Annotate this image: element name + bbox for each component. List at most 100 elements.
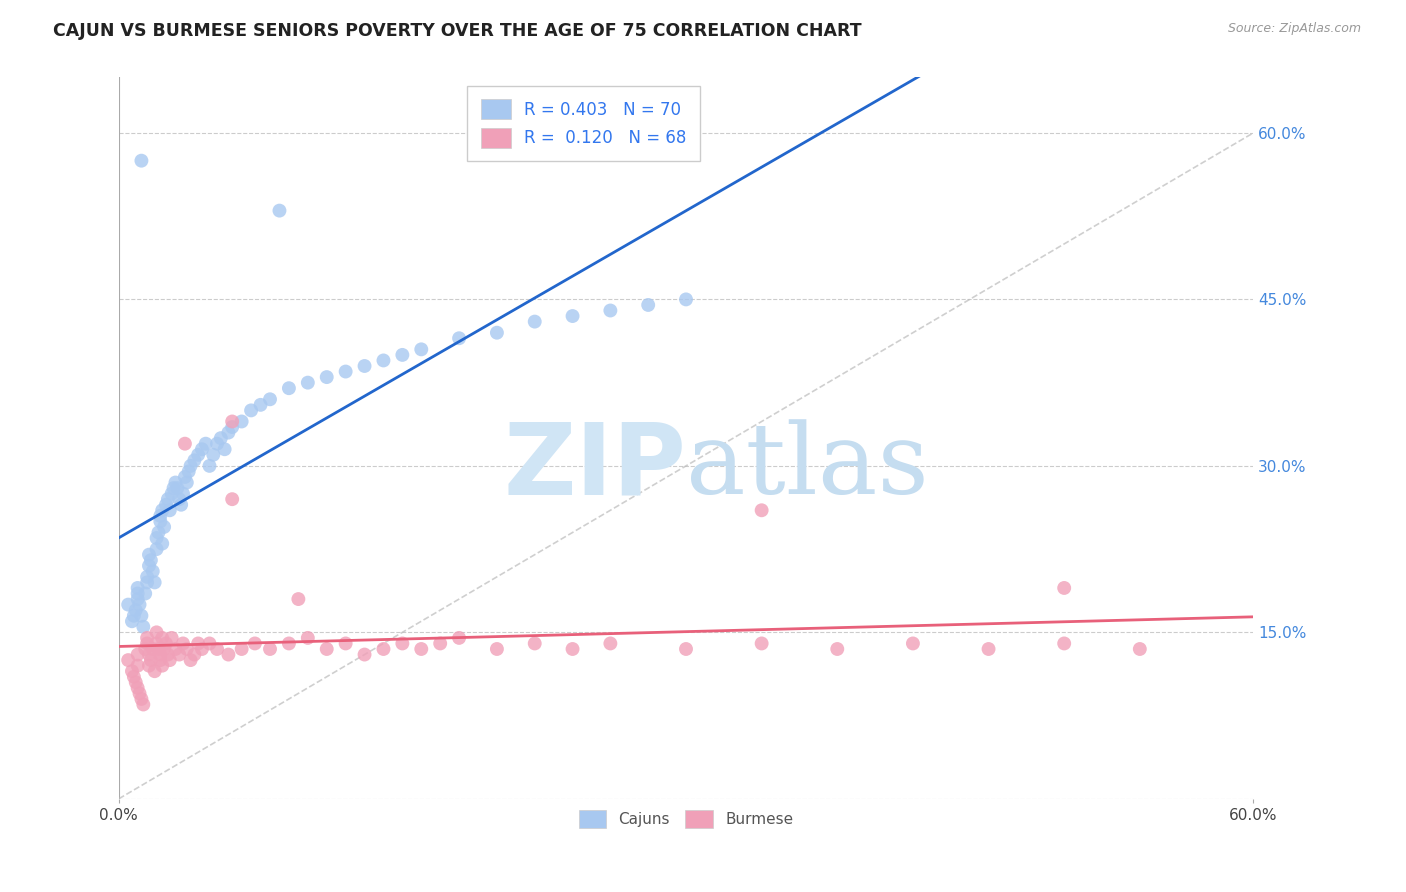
Point	[139, 553, 162, 567]
Point	[194, 436, 217, 450]
Text: ZIP: ZIP	[503, 418, 686, 516]
Point	[449, 631, 471, 645]
Point	[121, 614, 143, 628]
Point	[209, 431, 232, 445]
Point	[198, 458, 221, 473]
Point	[599, 636, 621, 650]
Point	[353, 648, 375, 662]
Point	[391, 636, 413, 650]
Point	[183, 648, 205, 662]
Point	[136, 636, 159, 650]
Point	[1053, 636, 1076, 650]
Point	[127, 658, 149, 673]
Point	[485, 326, 508, 340]
Point	[277, 636, 299, 650]
Point	[145, 542, 167, 557]
Point	[751, 503, 773, 517]
Point	[315, 642, 337, 657]
Point	[277, 381, 299, 395]
Point	[901, 636, 924, 650]
Point	[128, 598, 150, 612]
Point	[131, 153, 153, 168]
Point	[187, 448, 209, 462]
Point	[180, 458, 202, 473]
Point	[125, 675, 148, 690]
Point	[429, 636, 451, 650]
Point	[751, 636, 773, 650]
Point	[136, 631, 159, 645]
Point	[202, 448, 225, 462]
Point	[148, 642, 170, 657]
Point	[159, 503, 181, 517]
Point	[145, 531, 167, 545]
Point	[170, 498, 193, 512]
Point	[249, 398, 271, 412]
Point	[411, 343, 433, 357]
Point	[149, 648, 172, 662]
Point	[138, 548, 160, 562]
Point	[134, 642, 156, 657]
Point	[155, 636, 177, 650]
Point	[217, 648, 239, 662]
Point	[149, 653, 172, 667]
Point	[127, 681, 149, 695]
Point	[156, 492, 179, 507]
Point	[125, 603, 148, 617]
Point	[128, 686, 150, 700]
Point	[165, 475, 187, 490]
Point	[217, 425, 239, 440]
Point	[150, 631, 173, 645]
Point	[156, 648, 179, 662]
Point	[117, 598, 139, 612]
Point	[142, 564, 165, 578]
Point	[176, 642, 198, 657]
Point	[138, 558, 160, 573]
Point	[131, 692, 153, 706]
Point	[391, 348, 413, 362]
Point	[122, 670, 145, 684]
Point	[205, 642, 228, 657]
Point	[132, 698, 155, 712]
Point	[214, 442, 236, 457]
Point	[180, 653, 202, 667]
Point	[183, 453, 205, 467]
Point	[231, 415, 253, 429]
Point	[143, 664, 166, 678]
Point	[153, 642, 176, 657]
Point	[127, 586, 149, 600]
Point	[373, 353, 395, 368]
Point	[162, 481, 184, 495]
Point	[155, 498, 177, 512]
Point	[127, 592, 149, 607]
Text: atlas: atlas	[686, 419, 929, 515]
Point	[198, 636, 221, 650]
Point	[287, 592, 309, 607]
Point	[132, 620, 155, 634]
Point	[174, 436, 197, 450]
Point	[675, 642, 697, 657]
Point	[167, 492, 190, 507]
Point	[449, 331, 471, 345]
Point	[117, 653, 139, 667]
Point	[373, 642, 395, 657]
Point	[523, 636, 546, 650]
Point	[166, 481, 188, 495]
Point	[145, 636, 167, 650]
Point	[353, 359, 375, 373]
Point	[160, 631, 183, 645]
Point	[149, 514, 172, 528]
Point	[127, 648, 149, 662]
Point	[176, 475, 198, 490]
Point	[827, 642, 849, 657]
Point	[977, 642, 1000, 657]
Point	[411, 642, 433, 657]
Point	[221, 415, 243, 429]
Point	[485, 642, 508, 657]
Point	[221, 420, 243, 434]
Text: CAJUN VS BURMESE SENIORS POVERTY OVER THE AGE OF 75 CORRELATION CHART: CAJUN VS BURMESE SENIORS POVERTY OVER TH…	[53, 22, 862, 40]
Point	[150, 658, 173, 673]
Point	[150, 503, 173, 517]
Point	[148, 525, 170, 540]
Point	[153, 520, 176, 534]
Point	[149, 508, 172, 523]
